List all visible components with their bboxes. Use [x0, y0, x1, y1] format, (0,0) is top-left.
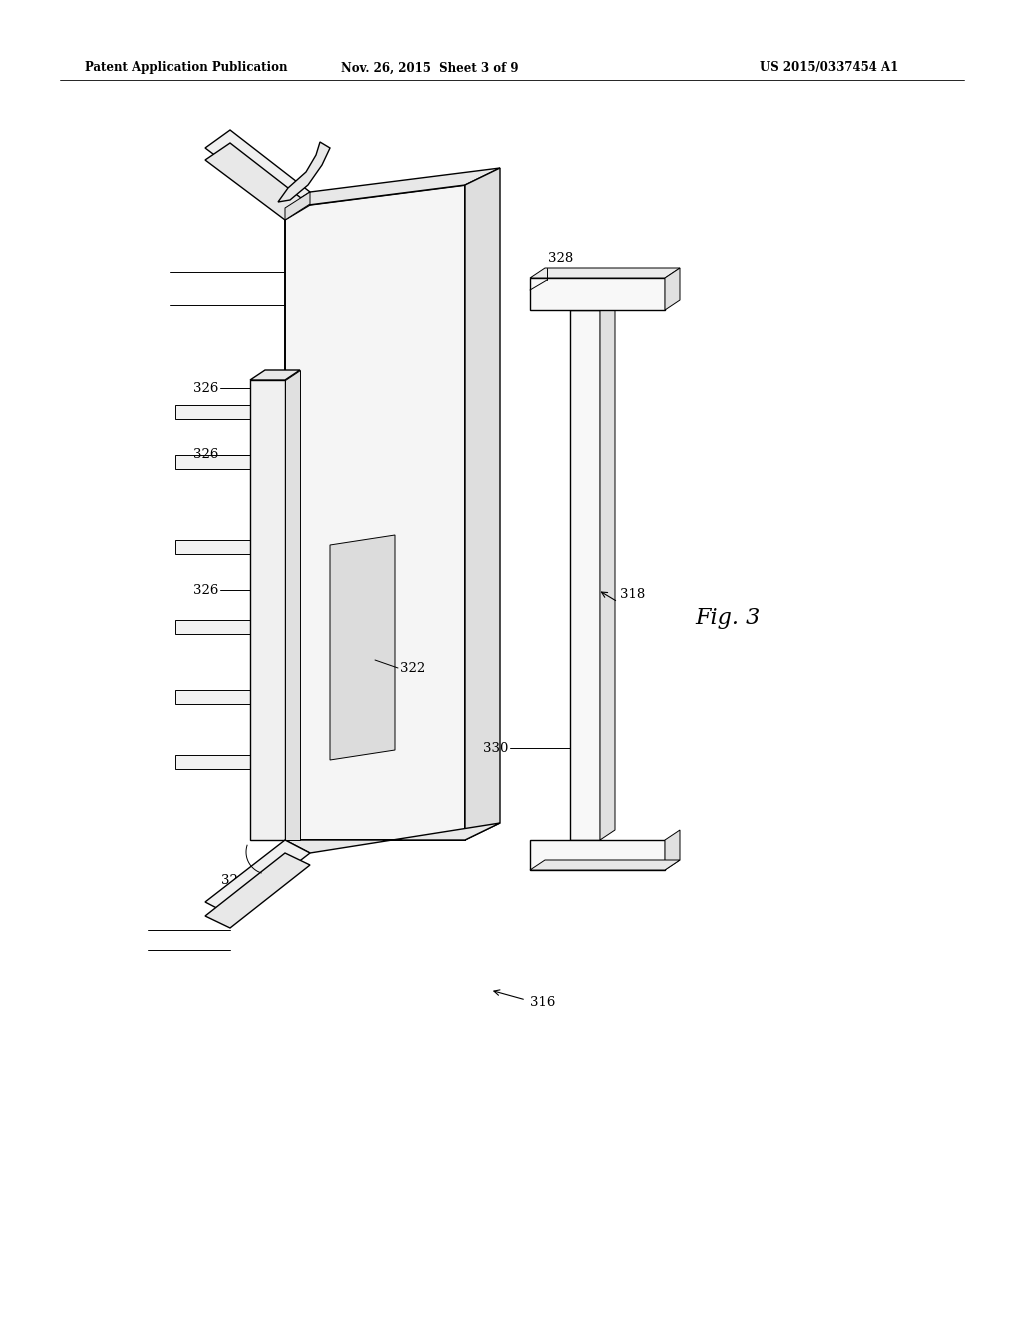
Text: Fig. 3: Fig. 3 — [695, 607, 760, 630]
Text: 318: 318 — [620, 589, 645, 602]
Polygon shape — [665, 830, 680, 870]
Text: 320: 320 — [221, 874, 246, 887]
Text: Patent Application Publication: Patent Application Publication — [85, 62, 288, 74]
Polygon shape — [285, 191, 310, 220]
Polygon shape — [205, 840, 310, 915]
Polygon shape — [205, 129, 310, 209]
Polygon shape — [175, 690, 250, 704]
Polygon shape — [175, 540, 250, 554]
Polygon shape — [205, 853, 310, 928]
Polygon shape — [665, 268, 680, 310]
Polygon shape — [175, 455, 250, 469]
Text: 326: 326 — [193, 449, 218, 462]
Polygon shape — [600, 300, 615, 840]
Text: 328: 328 — [548, 252, 573, 264]
Text: 330: 330 — [482, 742, 508, 755]
Polygon shape — [285, 168, 500, 209]
Polygon shape — [530, 279, 665, 310]
Polygon shape — [205, 143, 310, 220]
Text: 326: 326 — [193, 381, 218, 395]
Polygon shape — [330, 535, 395, 760]
Text: 316: 316 — [530, 997, 555, 1010]
Polygon shape — [175, 620, 250, 634]
Polygon shape — [530, 268, 680, 279]
Polygon shape — [175, 405, 250, 418]
Text: Nov. 26, 2015  Sheet 3 of 9: Nov. 26, 2015 Sheet 3 of 9 — [341, 62, 519, 74]
Polygon shape — [278, 143, 330, 202]
Text: 326: 326 — [193, 583, 218, 597]
Polygon shape — [530, 840, 665, 870]
Polygon shape — [530, 861, 680, 870]
Polygon shape — [285, 822, 500, 853]
Polygon shape — [465, 168, 500, 840]
Polygon shape — [285, 370, 300, 840]
Polygon shape — [285, 185, 465, 840]
Polygon shape — [250, 380, 285, 840]
Polygon shape — [570, 310, 600, 840]
Polygon shape — [250, 370, 300, 380]
Polygon shape — [175, 755, 250, 770]
Text: 322: 322 — [400, 661, 425, 675]
Text: US 2015/0337454 A1: US 2015/0337454 A1 — [760, 62, 898, 74]
